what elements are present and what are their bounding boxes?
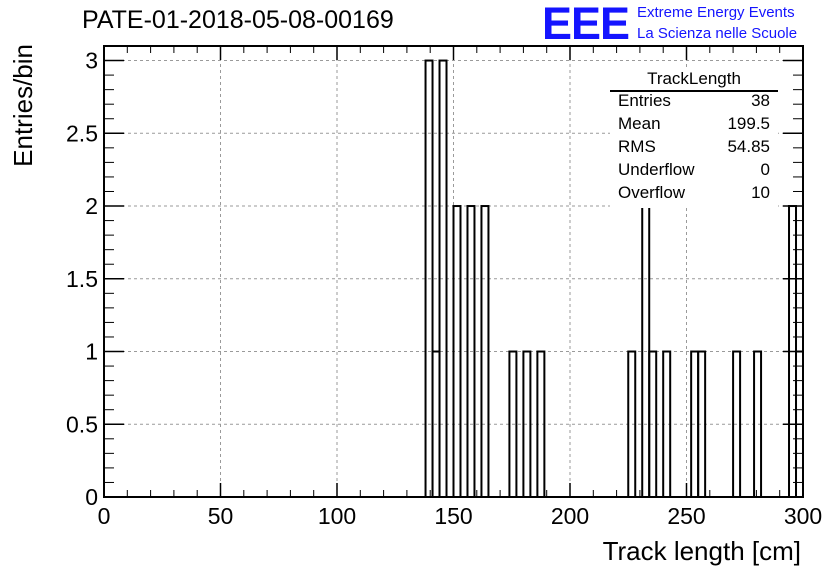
stats-key: Entries bbox=[618, 91, 671, 110]
x-tick-label: 50 bbox=[208, 503, 234, 529]
x-tick-label: 0 bbox=[98, 503, 111, 529]
y-tick-label: 0 bbox=[85, 484, 98, 510]
x-tick-label: 200 bbox=[551, 503, 589, 529]
stats-row-rms: RMS 54.85 bbox=[618, 137, 770, 159]
stats-key: RMS bbox=[618, 137, 656, 156]
stats-value: 54.85 bbox=[727, 137, 770, 156]
stats-title: TrackLength bbox=[647, 69, 741, 88]
logo-line-2: La Scienza nelle Scuole bbox=[637, 25, 798, 42]
stats-box: TrackLength Entries 38 Mean 199.5 RMS 54… bbox=[610, 67, 778, 208]
page-title: PATE-01-2018-05-08-00169 bbox=[82, 6, 394, 34]
stats-key: Mean bbox=[618, 114, 661, 133]
stats-row-entries: Entries 38 bbox=[618, 91, 770, 113]
y-tick-label: 1.5 bbox=[66, 266, 98, 292]
stats-row-mean: Mean 199.5 bbox=[618, 114, 770, 136]
x-tick-label: 300 bbox=[784, 503, 822, 529]
y-tick-label: 2 bbox=[85, 193, 98, 219]
stats-value: 10 bbox=[751, 183, 770, 202]
stats-key: Underflow bbox=[618, 160, 695, 179]
stats-key: Overflow bbox=[618, 183, 686, 202]
logo-mark: EEE bbox=[542, 0, 630, 49]
y-axis-title: Entries/bin bbox=[8, 44, 38, 167]
y-tick-label: 1 bbox=[85, 339, 98, 365]
x-tick-label: 250 bbox=[667, 503, 705, 529]
stats-value: 0 bbox=[760, 160, 770, 179]
y-tick-label: 0.5 bbox=[66, 411, 98, 437]
y-tick-label: 3 bbox=[85, 48, 98, 74]
x-tick-label: 100 bbox=[318, 503, 356, 529]
stats-value: 199.5 bbox=[727, 114, 770, 133]
stats-row-overflow: Overflow 10 bbox=[618, 183, 770, 205]
stats-value: 38 bbox=[751, 91, 770, 110]
stats-divider bbox=[610, 90, 778, 92]
stats-row-underflow: Underflow 0 bbox=[618, 160, 770, 182]
x-tick-label: 150 bbox=[434, 503, 472, 529]
x-axis-title: Track length [cm] bbox=[603, 536, 801, 566]
y-tick-label: 2.5 bbox=[66, 120, 98, 146]
logo-line-1: Extreme Energy Events bbox=[637, 4, 795, 21]
